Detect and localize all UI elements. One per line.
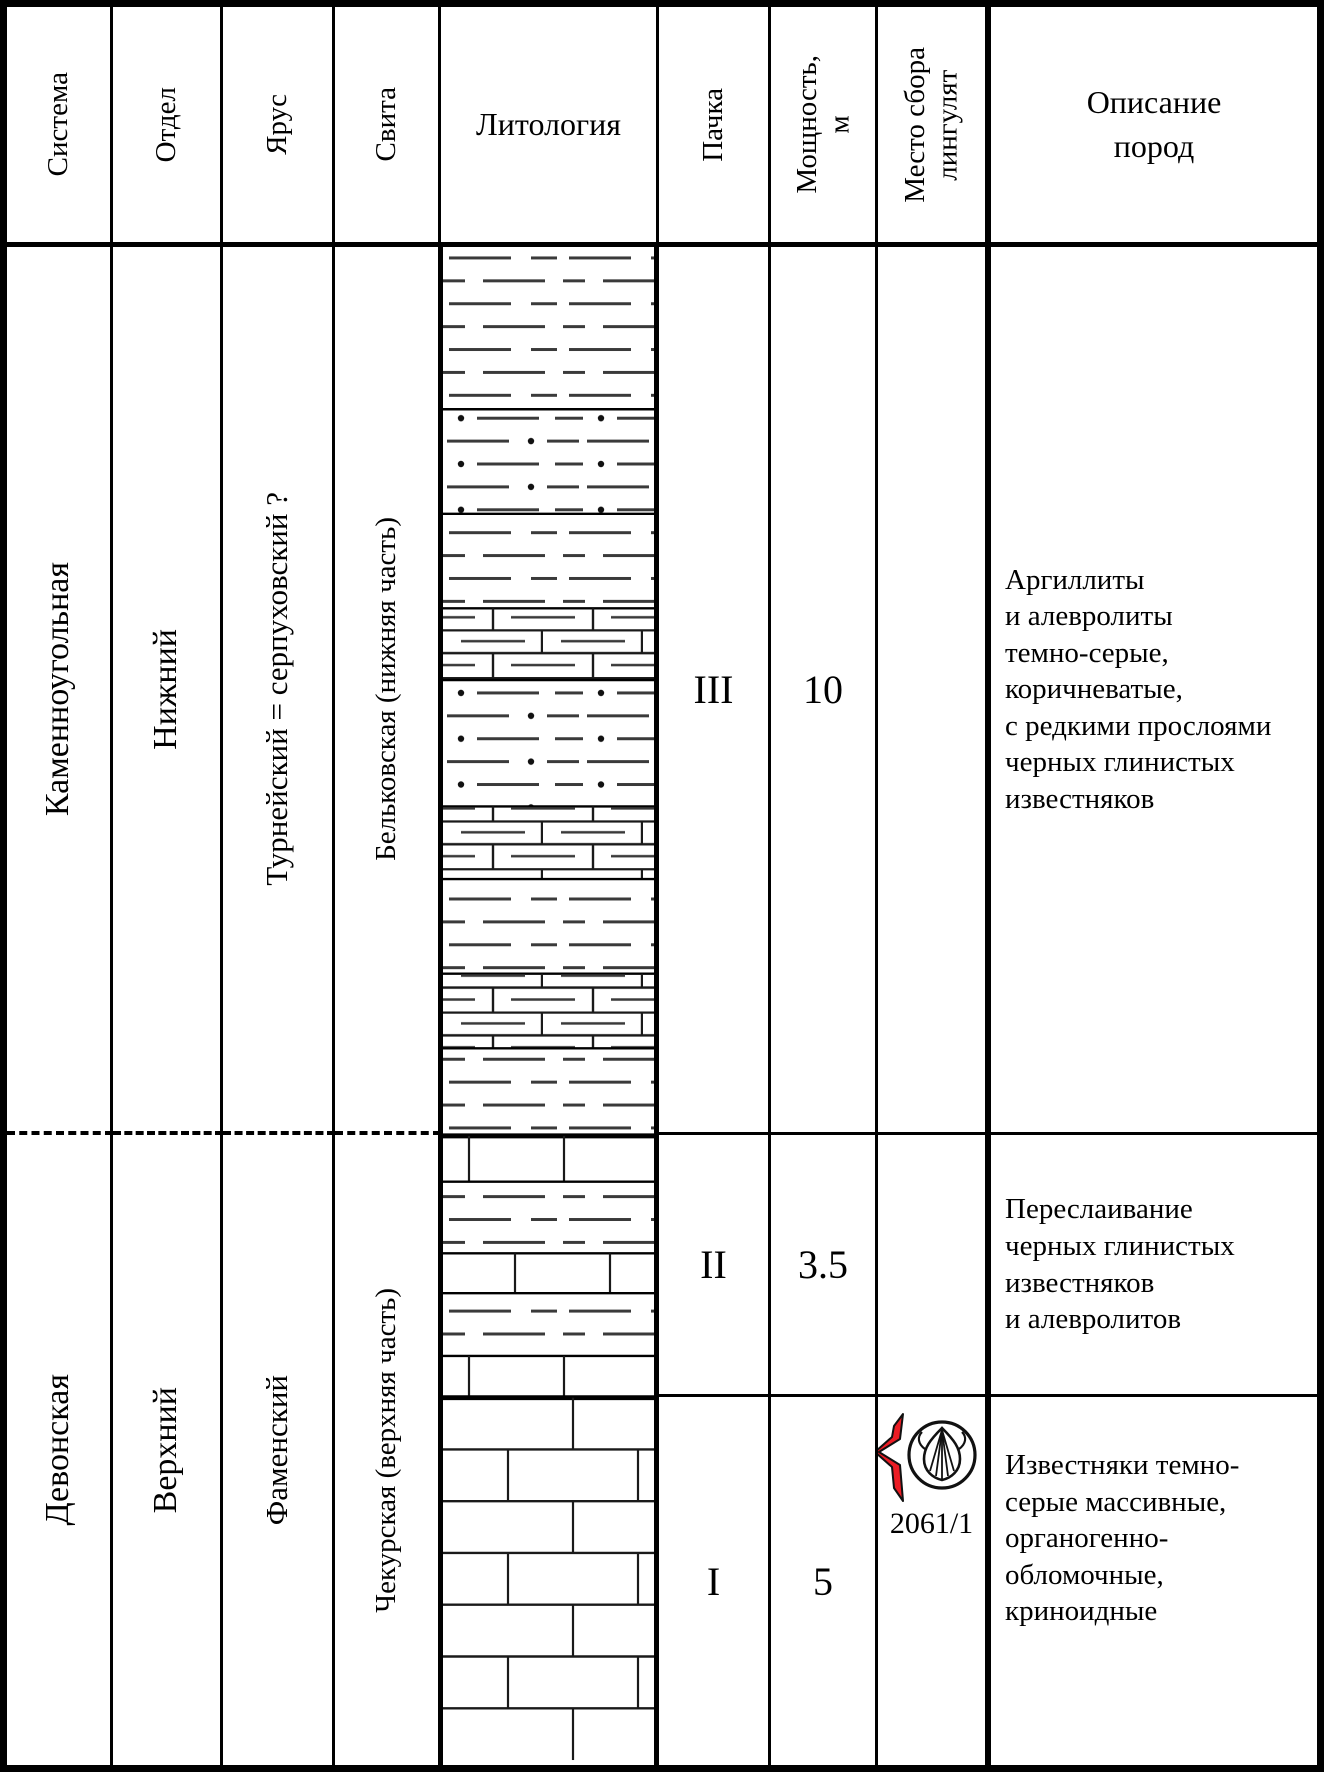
member-II-cell: II <box>659 1135 771 1397</box>
thickness-III-cell: 10 <box>771 247 878 1135</box>
series-lower-cell: Нижний <box>113 247 223 1135</box>
header-series: Отдел <box>113 7 223 247</box>
system-carboniferous-label: Каменноугольная <box>39 561 77 817</box>
header-stage: Ярус <box>223 7 335 247</box>
header-collection-place-label: Место сбора лингулят <box>899 46 964 203</box>
thickness-I-value: 5 <box>813 1558 833 1604</box>
stage-tournaisian-label: Турнейский = серпуховский ? <box>259 492 295 886</box>
thickness-II-cell: 3.5 <box>771 1135 878 1397</box>
suite-belkovskaya-cell: Бельковская (нижняя часть) <box>335 247 441 1135</box>
lithology-pattern-graphic <box>443 247 654 1765</box>
header-description-label: Описание пород <box>1086 84 1222 164</box>
system-devonian-cell: Девонская <box>7 1135 113 1765</box>
description-II-cell: Переслаивание черных глинистых известняк… <box>988 1135 1317 1397</box>
suite-chekurskaya-cell: Чекурская (верхняя часть) <box>335 1135 441 1765</box>
header-thickness-label: Мощность, м <box>790 55 855 194</box>
header-stage-label: Ярус <box>261 94 294 155</box>
member-II-value: II <box>700 1242 727 1287</box>
member-I-cell: I <box>659 1397 771 1765</box>
lingulate-fossil-icon <box>906 1420 977 1490</box>
stage-tournaisian-cell: Турнейский = серпуховский ? <box>223 247 335 1135</box>
collection-I-cell: 2061/1 <box>878 1397 988 1765</box>
suite-belkovskaya-label: Бельковская (нижняя часть) <box>370 517 403 861</box>
thickness-II-value: 3.5 <box>798 1242 848 1287</box>
thickness-I-cell: 5 <box>771 1397 878 1765</box>
header-lithology-label: Литология <box>476 105 621 142</box>
header-collection-place: Место сбора лингулят <box>878 7 988 247</box>
member-I-value: I <box>706 1558 721 1604</box>
lingulate-sample-marker <box>878 1413 977 1502</box>
series-upper-cell: Верхний <box>113 1135 223 1765</box>
header-series-label: Отдел <box>150 86 183 163</box>
collection-III-cell <box>878 247 988 1135</box>
description-III-text: Аргиллиты и алевролиты темно-серые, кори… <box>1005 563 1272 815</box>
system-carboniferous-cell: Каменноугольная <box>7 247 113 1135</box>
suite-chekurskaya-label: Чекурская (верхняя часть) <box>370 1287 403 1613</box>
series-upper-label: Верхний <box>147 1386 185 1514</box>
red-arrow-icon <box>878 1413 904 1502</box>
description-III-cell: Аргиллиты и алевролиты темно-серые, кори… <box>988 247 1317 1135</box>
description-II-text: Переслаивание черных глинистых известняк… <box>1005 1193 1235 1336</box>
collection-II-cell <box>878 1135 988 1397</box>
header-lithology: Литология <box>441 7 659 247</box>
header-suite-label: Свита <box>370 87 403 162</box>
header-member-label: Пачка <box>697 87 730 162</box>
system-devonian-label: Девонская <box>39 1374 77 1526</box>
member-III-cell: III <box>659 247 771 1135</box>
member-III-value: III <box>693 667 734 712</box>
header-system: Система <box>7 7 113 247</box>
stage-famennian-cell: Фаменский <box>223 1135 335 1765</box>
header-thickness: Мощность, м <box>771 7 878 247</box>
header-member: Пачка <box>659 7 771 247</box>
lithology-column <box>441 247 659 1765</box>
header-suite: Свита <box>335 7 441 247</box>
sample-number: 2061/1 <box>889 1507 974 1540</box>
description-I-cell: Известняки темно- серые массивные, орган… <box>988 1397 1317 1765</box>
thickness-III-value: 10 <box>803 667 843 712</box>
header-description: Описание пород <box>988 7 1317 247</box>
series-lower-label: Нижний <box>147 628 185 750</box>
header-system-label: Система <box>42 72 75 177</box>
stage-famennian-label: Фаменский <box>259 1374 295 1526</box>
description-I-text: Известняки темно- серые массивные, орган… <box>1005 1449 1240 1628</box>
